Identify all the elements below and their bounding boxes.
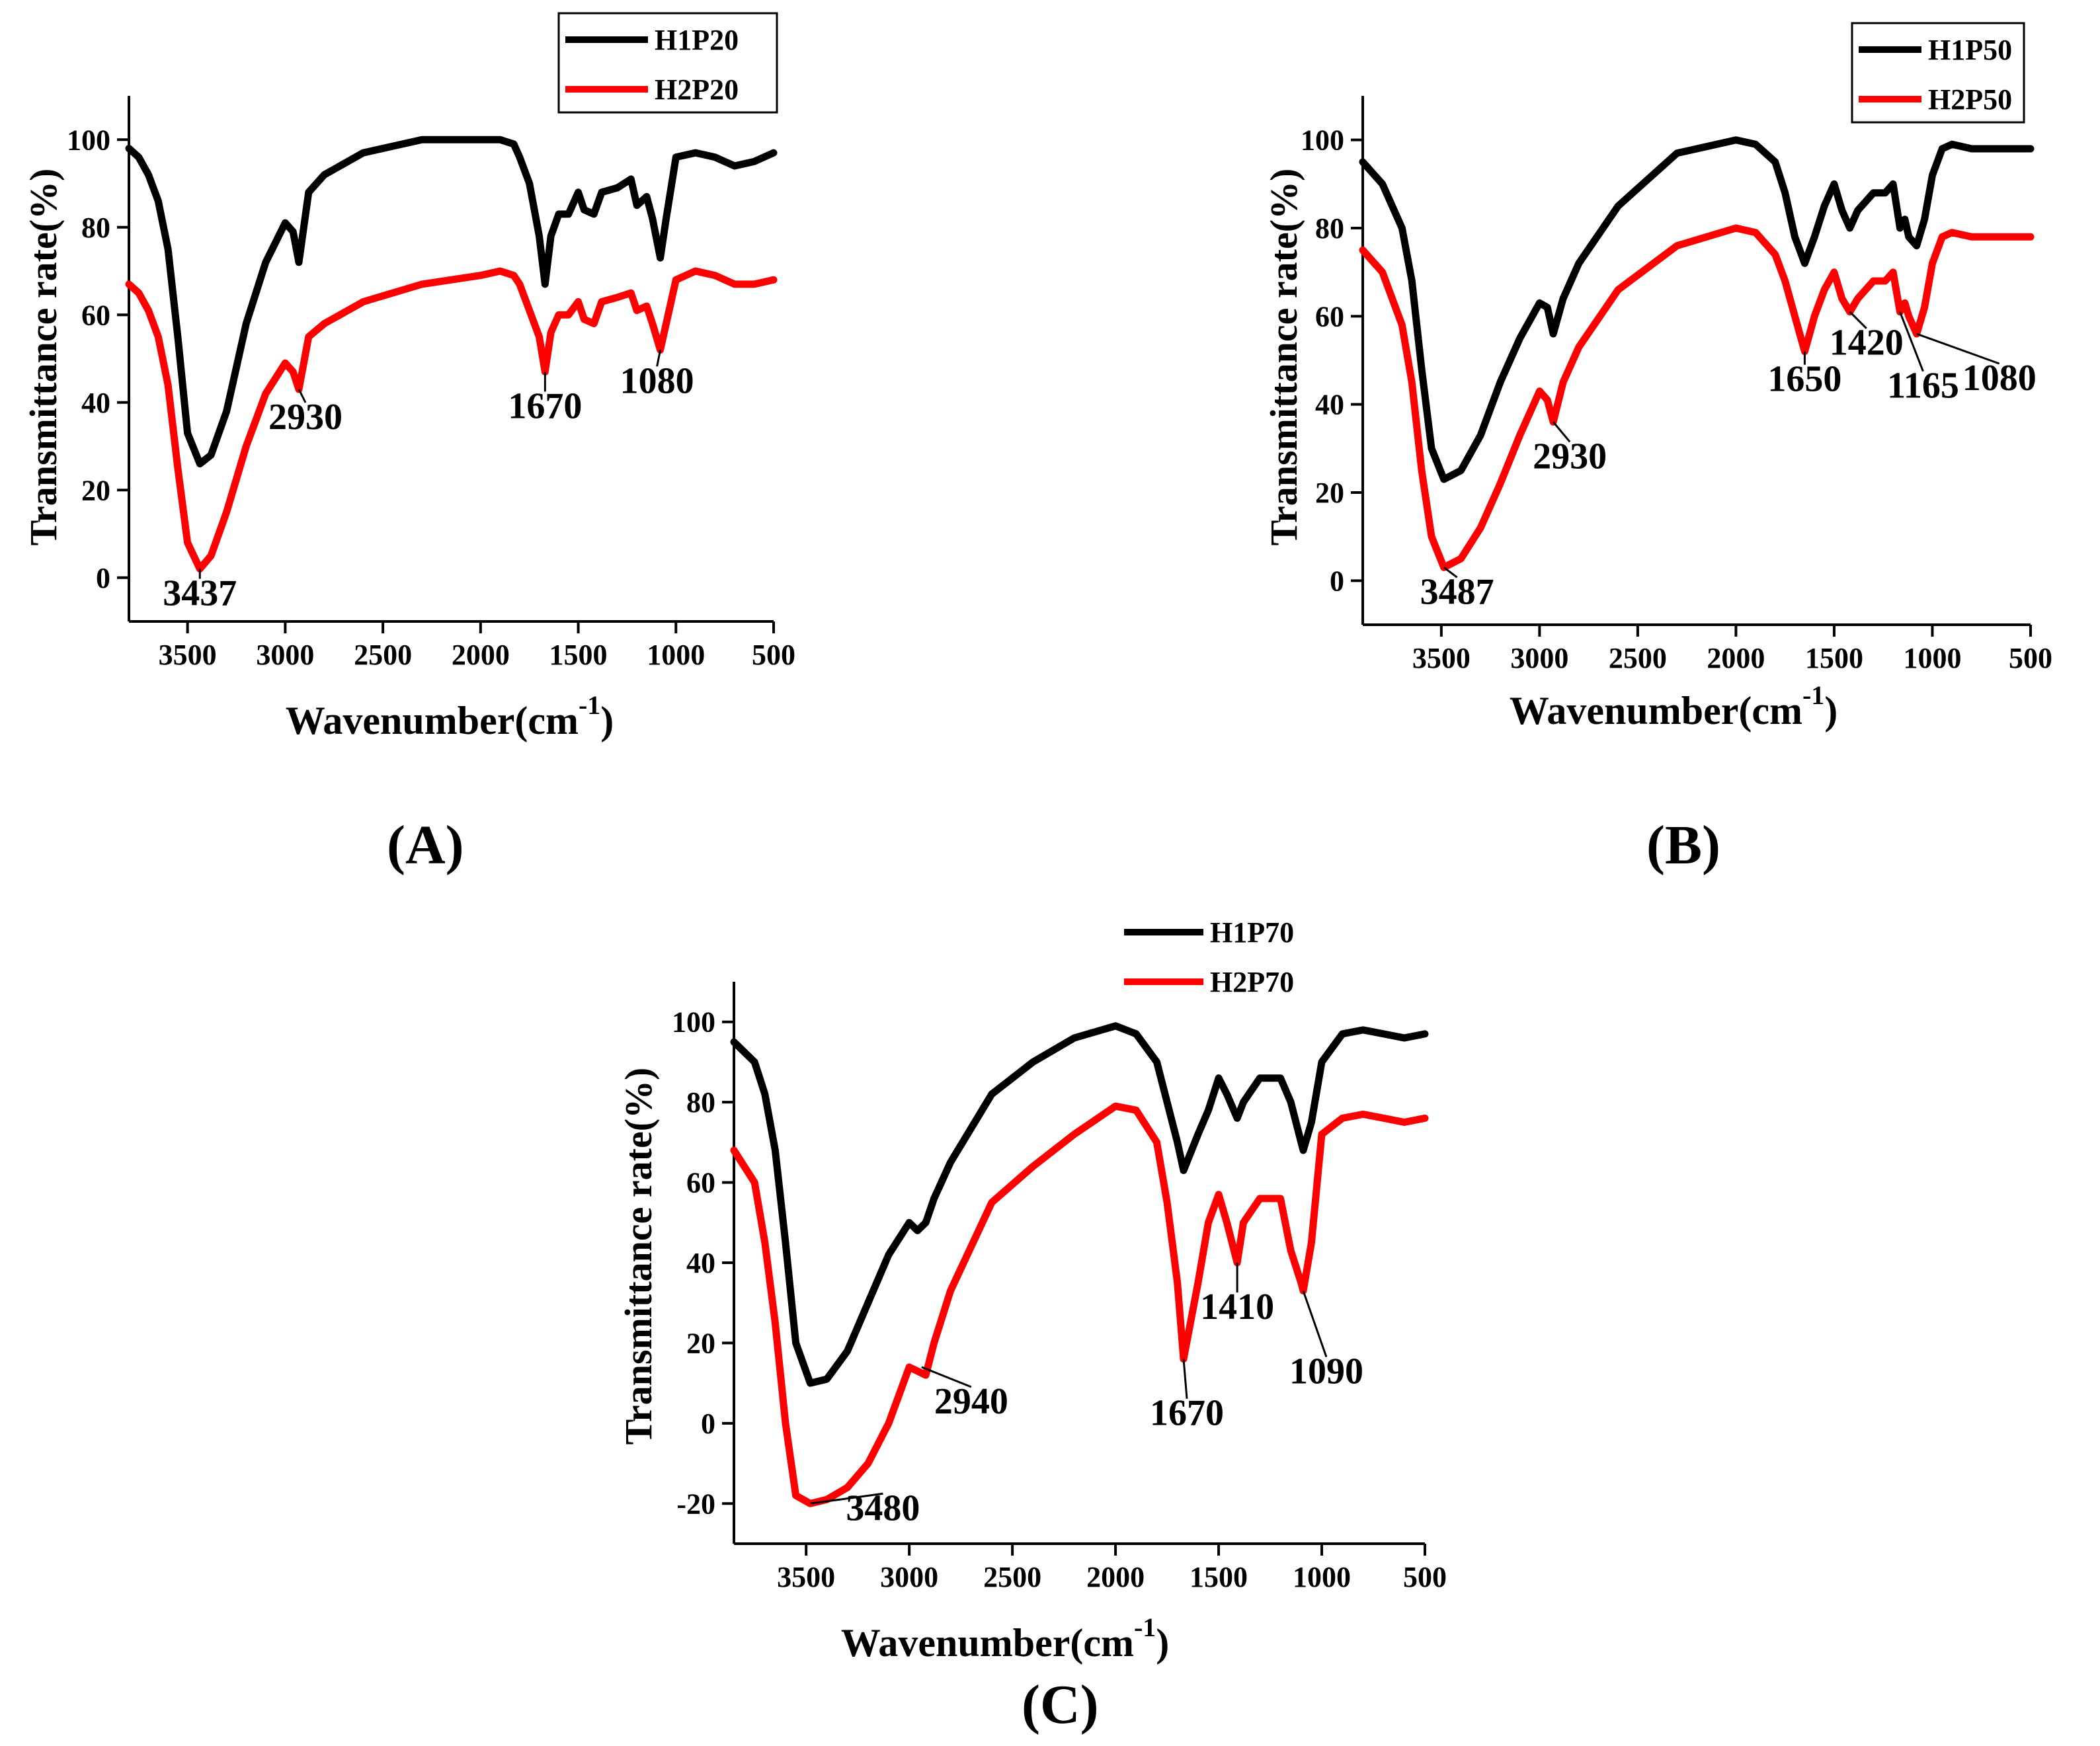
peak-annotation-1165: 1165 <box>1887 366 1959 407</box>
y-tick-label: 40 <box>81 387 110 419</box>
legend: H1P20 H2P20 <box>557 12 778 114</box>
x-axis-label: Wavenumber(cm-1) <box>841 1612 1170 1665</box>
y-tick-label: 0 <box>1330 565 1344 597</box>
x-tick-label: 2000 <box>1707 642 1765 674</box>
y-tick-label: 100 <box>672 1006 715 1039</box>
x-tick-label: 1500 <box>1805 642 1863 674</box>
x-axis-label: Wavenumber(cm-1) <box>286 690 614 742</box>
x-tick-label: 3000 <box>256 639 314 671</box>
x-tick-label: 500 <box>752 639 795 671</box>
peak-annotation-1650: 1650 <box>1767 359 1841 400</box>
peak-annotation-1090: 1090 <box>1289 1351 1363 1392</box>
series-line-h1p70 <box>730 1022 1429 1387</box>
peak-annotation-2930: 2930 <box>268 397 343 438</box>
y-tick-label: 40 <box>1315 389 1344 421</box>
y-tick-label: -20 <box>676 1488 715 1520</box>
x-tick-label: 2000 <box>1086 1561 1145 1593</box>
peak-annotation-2930: 2930 <box>1533 436 1607 477</box>
x-tick-label: 2000 <box>452 639 510 671</box>
series-line-h2p70 <box>730 1102 1429 1507</box>
x-tick-label: 1500 <box>1190 1561 1248 1593</box>
y-tick-label: 40 <box>686 1247 715 1279</box>
legend-label-h1p70: H1P70 <box>1210 916 1294 949</box>
annotation-leader <box>921 1366 972 1388</box>
y-axis-label: Transmittance rate(%) <box>1262 169 1305 546</box>
annotation-leader <box>656 349 662 367</box>
y-tick-label: 20 <box>1315 477 1344 509</box>
y-tick-label: 0 <box>701 1408 715 1440</box>
annotation-leader <box>810 1492 883 1505</box>
y-axis-label: Transmittance rate(%) <box>22 169 65 546</box>
x-tick-label: 3000 <box>1510 642 1568 674</box>
series-line-h2p50 <box>1359 224 2035 571</box>
x-tick-label: 500 <box>1403 1561 1447 1593</box>
x-tick-label: 3500 <box>159 639 217 671</box>
y-tick-label: 0 <box>96 562 110 594</box>
peak-annotation-3487: 3487 <box>1420 571 1494 612</box>
annotation-leader <box>1849 311 1867 329</box>
y-tick-label: 100 <box>67 124 110 156</box>
y-tick-label: 80 <box>1315 212 1344 245</box>
annotation-leader <box>1552 421 1571 443</box>
x-tick-label: 3500 <box>1412 642 1471 674</box>
legend-label-h1p20: H1P20 <box>655 24 739 56</box>
legend: H1P70 H2P70 <box>1124 916 1294 998</box>
peak-annotation-1080: 1080 <box>620 360 694 401</box>
annotation-leader <box>1899 311 1924 372</box>
x-tick-label: 1000 <box>647 639 705 671</box>
peak-annotation-3437: 3437 <box>163 573 237 614</box>
annotation-leader <box>1182 1359 1188 1399</box>
y-tick-label: 100 <box>1301 124 1344 157</box>
peak-annotation-1420: 1420 <box>1830 323 1904 364</box>
x-tick-label: 2500 <box>983 1561 1041 1593</box>
x-tick-label: 500 <box>2009 642 2052 674</box>
y-tick-label: 20 <box>81 474 110 506</box>
y-tick-label: 20 <box>686 1327 715 1359</box>
panel-label-a: (A) <box>387 814 464 876</box>
legend-label-h2p20: H2P20 <box>655 73 739 106</box>
y-axis-label: Transmittance rate(%) <box>617 1068 660 1445</box>
series-line-h1p20 <box>125 136 778 467</box>
panel-label-c: (C) <box>1022 1674 1099 1735</box>
x-tick-label: 1000 <box>1293 1561 1351 1593</box>
peak-annotation-1410: 1410 <box>1200 1287 1274 1328</box>
legend: H1P50 H2P50 <box>1851 22 2025 124</box>
annotation-leader <box>298 389 307 403</box>
y-tick-label: 80 <box>81 212 110 244</box>
panel-c-chart: 3500 3000 2500 2000 1500 1000 500 -20 0 20 40 60 80 1… <box>617 916 1447 1665</box>
annotation-leader <box>1443 567 1458 578</box>
legend-label-h2p70: H2P70 <box>1210 966 1294 998</box>
legend-label-h2p50: H2P50 <box>1928 83 2012 116</box>
annotation-leader <box>1916 333 2000 365</box>
x-tick-label: 2500 <box>354 639 412 671</box>
peak-annotation-3480: 3480 <box>846 1488 920 1528</box>
x-tick-label: 3000 <box>880 1561 938 1593</box>
panel-label-b: (B) <box>1646 814 1720 876</box>
peak-annotation-2940: 2940 <box>934 1381 1008 1422</box>
peak-annotation-1670: 1670 <box>1150 1393 1224 1434</box>
legend-label-h1p50: H1P50 <box>1928 34 2012 66</box>
y-tick-label: 60 <box>81 299 110 331</box>
series-line-h2p20 <box>125 267 778 573</box>
peak-annotation-1670: 1670 <box>508 385 582 426</box>
panel-b-chart: 3500 3000 2500 2000 1500 1000 500 0 20 40 60 80 100 3… <box>1262 22 2052 733</box>
series-line-h1p50 <box>1359 136 2035 483</box>
x-tick-label: 2500 <box>1609 642 1667 674</box>
x-tick-label: 3500 <box>777 1561 835 1593</box>
peak-annotation-1080: 1080 <box>1962 358 2037 399</box>
x-tick-label: 1500 <box>549 639 608 671</box>
y-tick-label: 80 <box>686 1086 715 1119</box>
x-tick-label: 1000 <box>1903 642 1961 674</box>
x-axis-label: Wavenumber(cm-1) <box>1510 680 1838 733</box>
y-tick-label: 60 <box>686 1167 715 1199</box>
annotation-leader <box>1302 1290 1328 1357</box>
panel-a-chart: 3500 3000 2500 2000 1500 1000 500 0 20 40 60 80 100 3… <box>22 12 795 742</box>
y-tick-label: 60 <box>1315 300 1344 333</box>
